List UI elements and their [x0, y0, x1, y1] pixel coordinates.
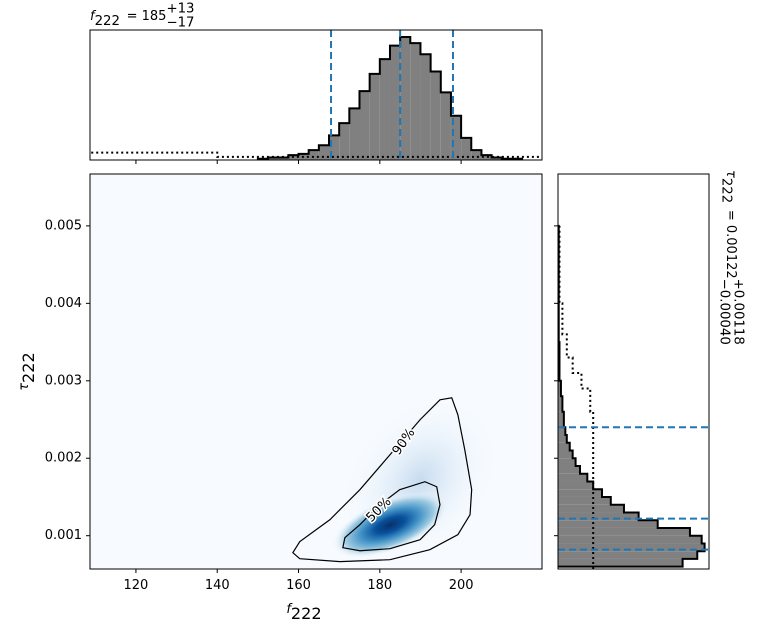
- hist-bar: [558, 481, 594, 490]
- y-axis-label: τ222: [17, 352, 38, 391]
- axes-frame: [89, 173, 543, 570]
- title-value: = 185: [127, 9, 167, 24]
- density: [331, 394, 502, 566]
- hist-bar: [558, 535, 702, 544]
- hist-bar: [369, 73, 380, 160]
- hist-bar: [379, 59, 390, 161]
- y-tick-label: 0.001: [45, 528, 82, 543]
- y-tick-label: 0.003: [45, 373, 82, 388]
- hist-bar: [349, 108, 360, 160]
- title-lower: −0.00040: [716, 279, 731, 345]
- hist-bar: [558, 435, 567, 443]
- label-subscript: 222: [291, 604, 322, 623]
- hist-bar: [558, 504, 624, 513]
- hist-bar: [430, 71, 441, 160]
- y-tick-label: 0.004: [45, 296, 82, 311]
- label-symbol: τ: [17, 383, 32, 391]
- hist-bar: [558, 380, 561, 397]
- hist-bar: [308, 150, 319, 160]
- hist-bar: [558, 465, 580, 474]
- contour-line: [342, 481, 441, 552]
- hist-bar: [558, 411, 564, 428]
- title-lower: −17: [166, 16, 194, 31]
- histogram: [91, 30, 543, 161]
- label-symbol: f: [286, 602, 293, 617]
- hist-bar: [440, 92, 451, 160]
- hist-bar: [558, 396, 563, 412]
- hist-outline: [256, 36, 524, 160]
- x-tick-label: 140: [205, 578, 230, 593]
- panel-title: τ222 = 0.00122+0.00118−0.00040: [716, 170, 745, 345]
- hist-bar: [481, 155, 492, 160]
- hist-bar: [278, 157, 289, 160]
- x-tick-label: 180: [367, 578, 392, 593]
- hist-bar: [471, 150, 482, 160]
- hist-bar: [558, 458, 576, 466]
- histogram: [557, 224, 709, 569]
- hist-bar: [558, 520, 658, 528]
- hist-bar: [558, 450, 573, 459]
- x-axis-label: f222: [286, 602, 321, 623]
- hist-bar: [339, 123, 350, 160]
- hist-bar: [450, 115, 462, 160]
- axes-frame: [89, 29, 543, 161]
- hist-bar: [558, 558, 683, 567]
- title-upper: +13: [166, 1, 194, 16]
- label-subscript: 222: [718, 178, 733, 203]
- prior-line: [558, 225, 595, 569]
- hist-bar: [359, 91, 370, 160]
- hist-bar: [558, 512, 639, 521]
- hist-bar: [558, 551, 698, 559]
- hist-bar: [558, 442, 570, 451]
- x-tick-label: 160: [286, 578, 311, 593]
- hist-bar: [558, 473, 588, 482]
- x-tick-label: 120: [124, 578, 149, 593]
- hist-bar: [558, 489, 602, 497]
- hist-bar: [389, 45, 401, 161]
- title-value: = 0.00122: [723, 210, 738, 279]
- y-tick-label: 0.005: [45, 218, 82, 233]
- title-upper: +0.00118: [731, 279, 746, 345]
- label-symbol: τ: [723, 170, 738, 178]
- density-core: [331, 491, 449, 559]
- hist-bar: [558, 543, 705, 552]
- hist-bar: [318, 145, 330, 160]
- hist-bar: [329, 135, 340, 160]
- hist-bar: [558, 527, 690, 536]
- label-subscript: 222: [95, 14, 120, 29]
- hist-bar: [410, 43, 421, 161]
- x-tick-label: 200: [449, 578, 474, 593]
- axes-frame: [557, 173, 710, 570]
- hist-bar: [461, 137, 472, 160]
- hist-bar: [558, 496, 611, 505]
- hist-outline: [557, 224, 706, 568]
- label-subscript: 222: [19, 352, 38, 383]
- hist-bar: [491, 157, 502, 160]
- hist-bar: [268, 157, 279, 160]
- panel-title: f222 = 185+13 −17: [90, 1, 195, 30]
- hist-bar: [420, 54, 431, 160]
- contour-line: [292, 397, 473, 563]
- label-symbol: f: [90, 9, 97, 24]
- hist-bar: [400, 37, 411, 160]
- y-tick-label: 0.002: [45, 451, 82, 466]
- hist-bar: [558, 427, 566, 436]
